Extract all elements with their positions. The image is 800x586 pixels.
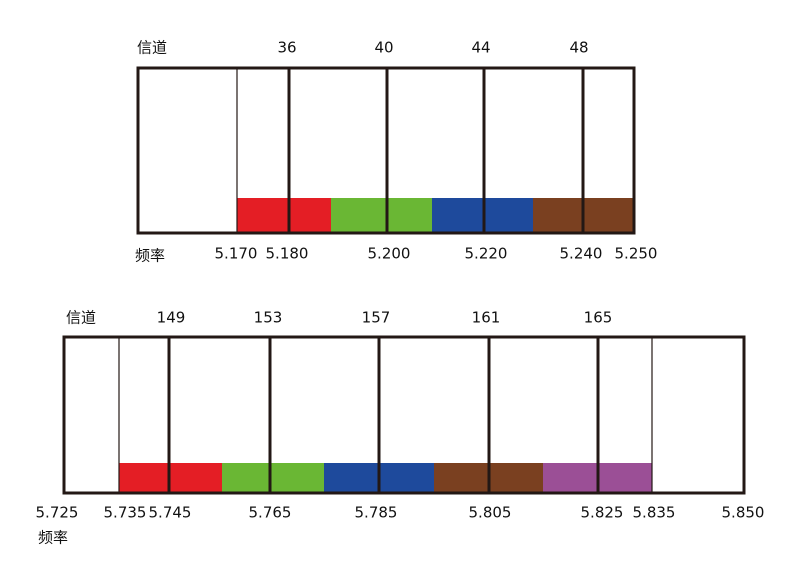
frequency-label: 频率: [135, 247, 165, 265]
channel-number: 44: [471, 39, 490, 57]
green-band: [331, 198, 432, 233]
green-band: [222, 463, 324, 493]
channel-number: 48: [569, 39, 588, 57]
frequency-value: 5.765: [249, 504, 292, 522]
channel-label: 信道: [137, 39, 167, 57]
frequency-value: 5.745: [149, 504, 192, 522]
channel-number: 40: [374, 39, 393, 57]
frequency-value: 5.835: [633, 504, 676, 522]
band-5-8ghz: 信道 频率: [38, 309, 746, 547]
frequency-value: 5.805: [469, 504, 512, 522]
frequency-value: 5.170: [215, 245, 258, 263]
frequency-value: 5.240: [560, 245, 603, 263]
frequency-label: 频率: [38, 529, 68, 547]
red-band: [237, 198, 331, 233]
frame: [62, 335, 746, 495]
channel-number: 157: [362, 309, 391, 327]
frequency-value: 5.825: [581, 504, 624, 522]
channel-number: 153: [254, 309, 283, 327]
frequency-value: 5.850: [722, 504, 765, 522]
frequency-value: 5.735: [104, 504, 147, 522]
frequency-value: 5.250: [615, 245, 658, 263]
frequency-value: 5.785: [355, 504, 398, 522]
frequency-value: 5.180: [266, 245, 309, 263]
channel-number: 161: [472, 309, 501, 327]
frequency-value: 5.725: [36, 504, 79, 522]
frequency-value: 5.200: [368, 245, 411, 263]
frequency-value: 5.220: [465, 245, 508, 263]
channel-number: 149: [157, 309, 186, 327]
channel-number: 165: [584, 309, 613, 327]
channel-label: 信道: [66, 309, 96, 327]
band-5-2ghz: 信道 频率: [135, 39, 636, 265]
frame: [136, 66, 636, 235]
channel-number: 36: [277, 39, 296, 57]
